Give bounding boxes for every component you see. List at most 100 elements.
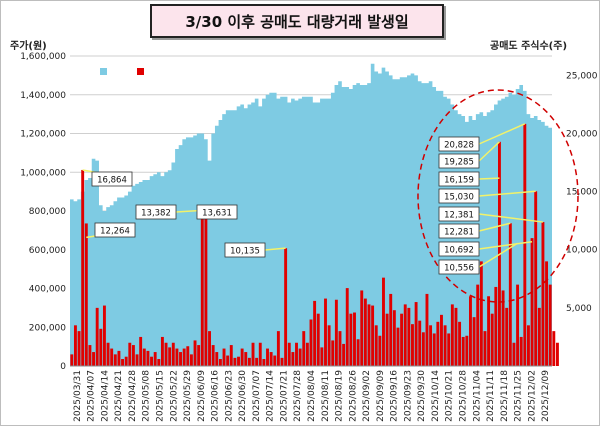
- short-volume-bar: [189, 354, 193, 366]
- short-volume-bar: [280, 357, 284, 366]
- x-tick-label: 2025/06/30: [238, 370, 248, 422]
- short-volume-bar: [131, 345, 135, 366]
- left-tick-label: 200,000: [29, 323, 66, 333]
- right-tick-label: 25,000: [566, 71, 598, 81]
- short-volume-bar: [168, 347, 172, 366]
- short-volume-bar: [146, 350, 150, 366]
- x-tick-label: 2025/07/21: [279, 370, 289, 422]
- callout-box: [438, 188, 480, 204]
- callout-value: 16,159: [444, 176, 474, 186]
- short-volume-bar: [316, 313, 320, 366]
- short-volume-bar: [211, 345, 215, 366]
- left-tick-label: 1,200,000: [20, 130, 66, 140]
- short-volume-bar: [385, 313, 389, 366]
- x-tick-label: 2025/08/19: [335, 370, 345, 422]
- left-tick-label: 1,400,000: [20, 91, 66, 101]
- x-tick-label: 2025/11/11: [486, 370, 496, 422]
- x-tick-label: 2025/05/29: [183, 370, 193, 422]
- x-tick-label: 2025/04/21: [114, 370, 124, 422]
- x-tick-label: 2025/08/04: [307, 370, 317, 422]
- short-volume-bar: [73, 325, 77, 366]
- x-tick-label: 2025/04/14: [100, 370, 110, 422]
- short-volume-bar: [537, 307, 541, 366]
- short-volume-bar: [450, 304, 454, 366]
- short-volume-bar: [436, 321, 440, 366]
- callout-box: [135, 204, 177, 220]
- short-volume-bar: [233, 357, 237, 366]
- short-volume-bar: [258, 342, 262, 366]
- callout-box: [91, 171, 133, 187]
- short-volume-bar: [182, 348, 186, 366]
- short-volume-bar: [429, 325, 433, 366]
- short-volume-bar: [291, 352, 295, 366]
- short-volume-bar: [139, 336, 143, 366]
- x-tick-label: 2025/09/16: [390, 370, 400, 422]
- short-volume-bar: [494, 286, 498, 366]
- short-volume-bar: [255, 357, 259, 366]
- short-volume-bar: [284, 248, 288, 366]
- x-tick-label: 2025/10/14: [431, 370, 441, 422]
- left-tick-label: 1,600,000: [20, 52, 66, 62]
- short-volume-bar: [113, 354, 117, 366]
- short-volume-bar: [548, 284, 552, 366]
- short-volume-bar: [324, 298, 327, 366]
- short-volume-bar: [77, 331, 81, 366]
- callout-leader-line: [478, 242, 518, 268]
- short-volume-bar: [349, 313, 353, 366]
- callout-value: 13,631: [202, 209, 232, 219]
- short-volume-bar: [157, 359, 161, 366]
- short-volume-bar: [472, 317, 476, 366]
- x-tick-label: 2025/11/25: [514, 370, 524, 422]
- short-volume-bar: [345, 288, 349, 366]
- x-tick-label: 2025/08/11: [321, 370, 331, 422]
- short-volume-bar: [327, 325, 331, 366]
- short-volume-bar: [505, 307, 509, 366]
- short-volume-bar: [342, 343, 346, 366]
- x-tick-label: 2025/05/22: [169, 370, 179, 422]
- short-volume-bar: [469, 296, 472, 366]
- callout-leader-line: [478, 222, 511, 232]
- callout-box: [224, 242, 266, 258]
- short-volume-bar: [244, 352, 248, 366]
- short-volume-bar: [208, 331, 211, 366]
- short-volume-bar: [454, 307, 458, 366]
- short-volume-bar: [461, 336, 465, 366]
- x-tick-label: 2025/09/09: [376, 370, 386, 422]
- short-volume-bar: [526, 325, 530, 366]
- callout-value: 16,864: [97, 176, 127, 186]
- callout-value: 12,381: [444, 211, 474, 221]
- short-volume-bar: [411, 324, 414, 366]
- x-tick-label: 2025/09/23: [403, 370, 413, 422]
- right-tick-label: 15,000: [566, 188, 598, 198]
- short-volume-bar: [490, 313, 494, 366]
- left-tick-label: 400,000: [29, 285, 66, 295]
- short-volume-bar: [516, 284, 520, 366]
- short-volume-bar: [309, 319, 313, 366]
- short-volume-bar: [476, 284, 480, 366]
- short-volume-bar: [519, 336, 523, 366]
- callout-leader-line: [478, 190, 536, 197]
- callout-value: 10,556: [444, 264, 474, 274]
- short-volume-bar: [465, 335, 469, 366]
- short-volume-bar: [356, 339, 360, 366]
- short-volume-bar: [555, 342, 559, 366]
- callout-leader-line: [478, 123, 526, 145]
- x-tick-label: 2025/07/28: [293, 370, 303, 422]
- short-volume-bar: [247, 357, 251, 366]
- short-volume-bar: [81, 169, 85, 366]
- legend-swatch-short: [137, 68, 144, 75]
- left-tick-label: 0: [60, 362, 66, 372]
- short-volume-bar: [392, 310, 396, 366]
- short-volume-bar: [447, 333, 451, 366]
- short-volume-bar: [102, 305, 106, 366]
- short-volume-bar: [150, 356, 153, 366]
- callout-value: 10,692: [444, 246, 474, 256]
- short-volume-bar: [302, 331, 306, 366]
- short-volume-bar: [483, 331, 487, 366]
- callout-value: 13,382: [141, 209, 171, 219]
- short-volume-bar: [262, 359, 266, 366]
- short-volume-bar: [458, 321, 462, 366]
- left-tick-label: 600,000: [29, 246, 66, 256]
- short-volume-bar: [552, 331, 556, 366]
- short-volume-bar: [276, 331, 280, 366]
